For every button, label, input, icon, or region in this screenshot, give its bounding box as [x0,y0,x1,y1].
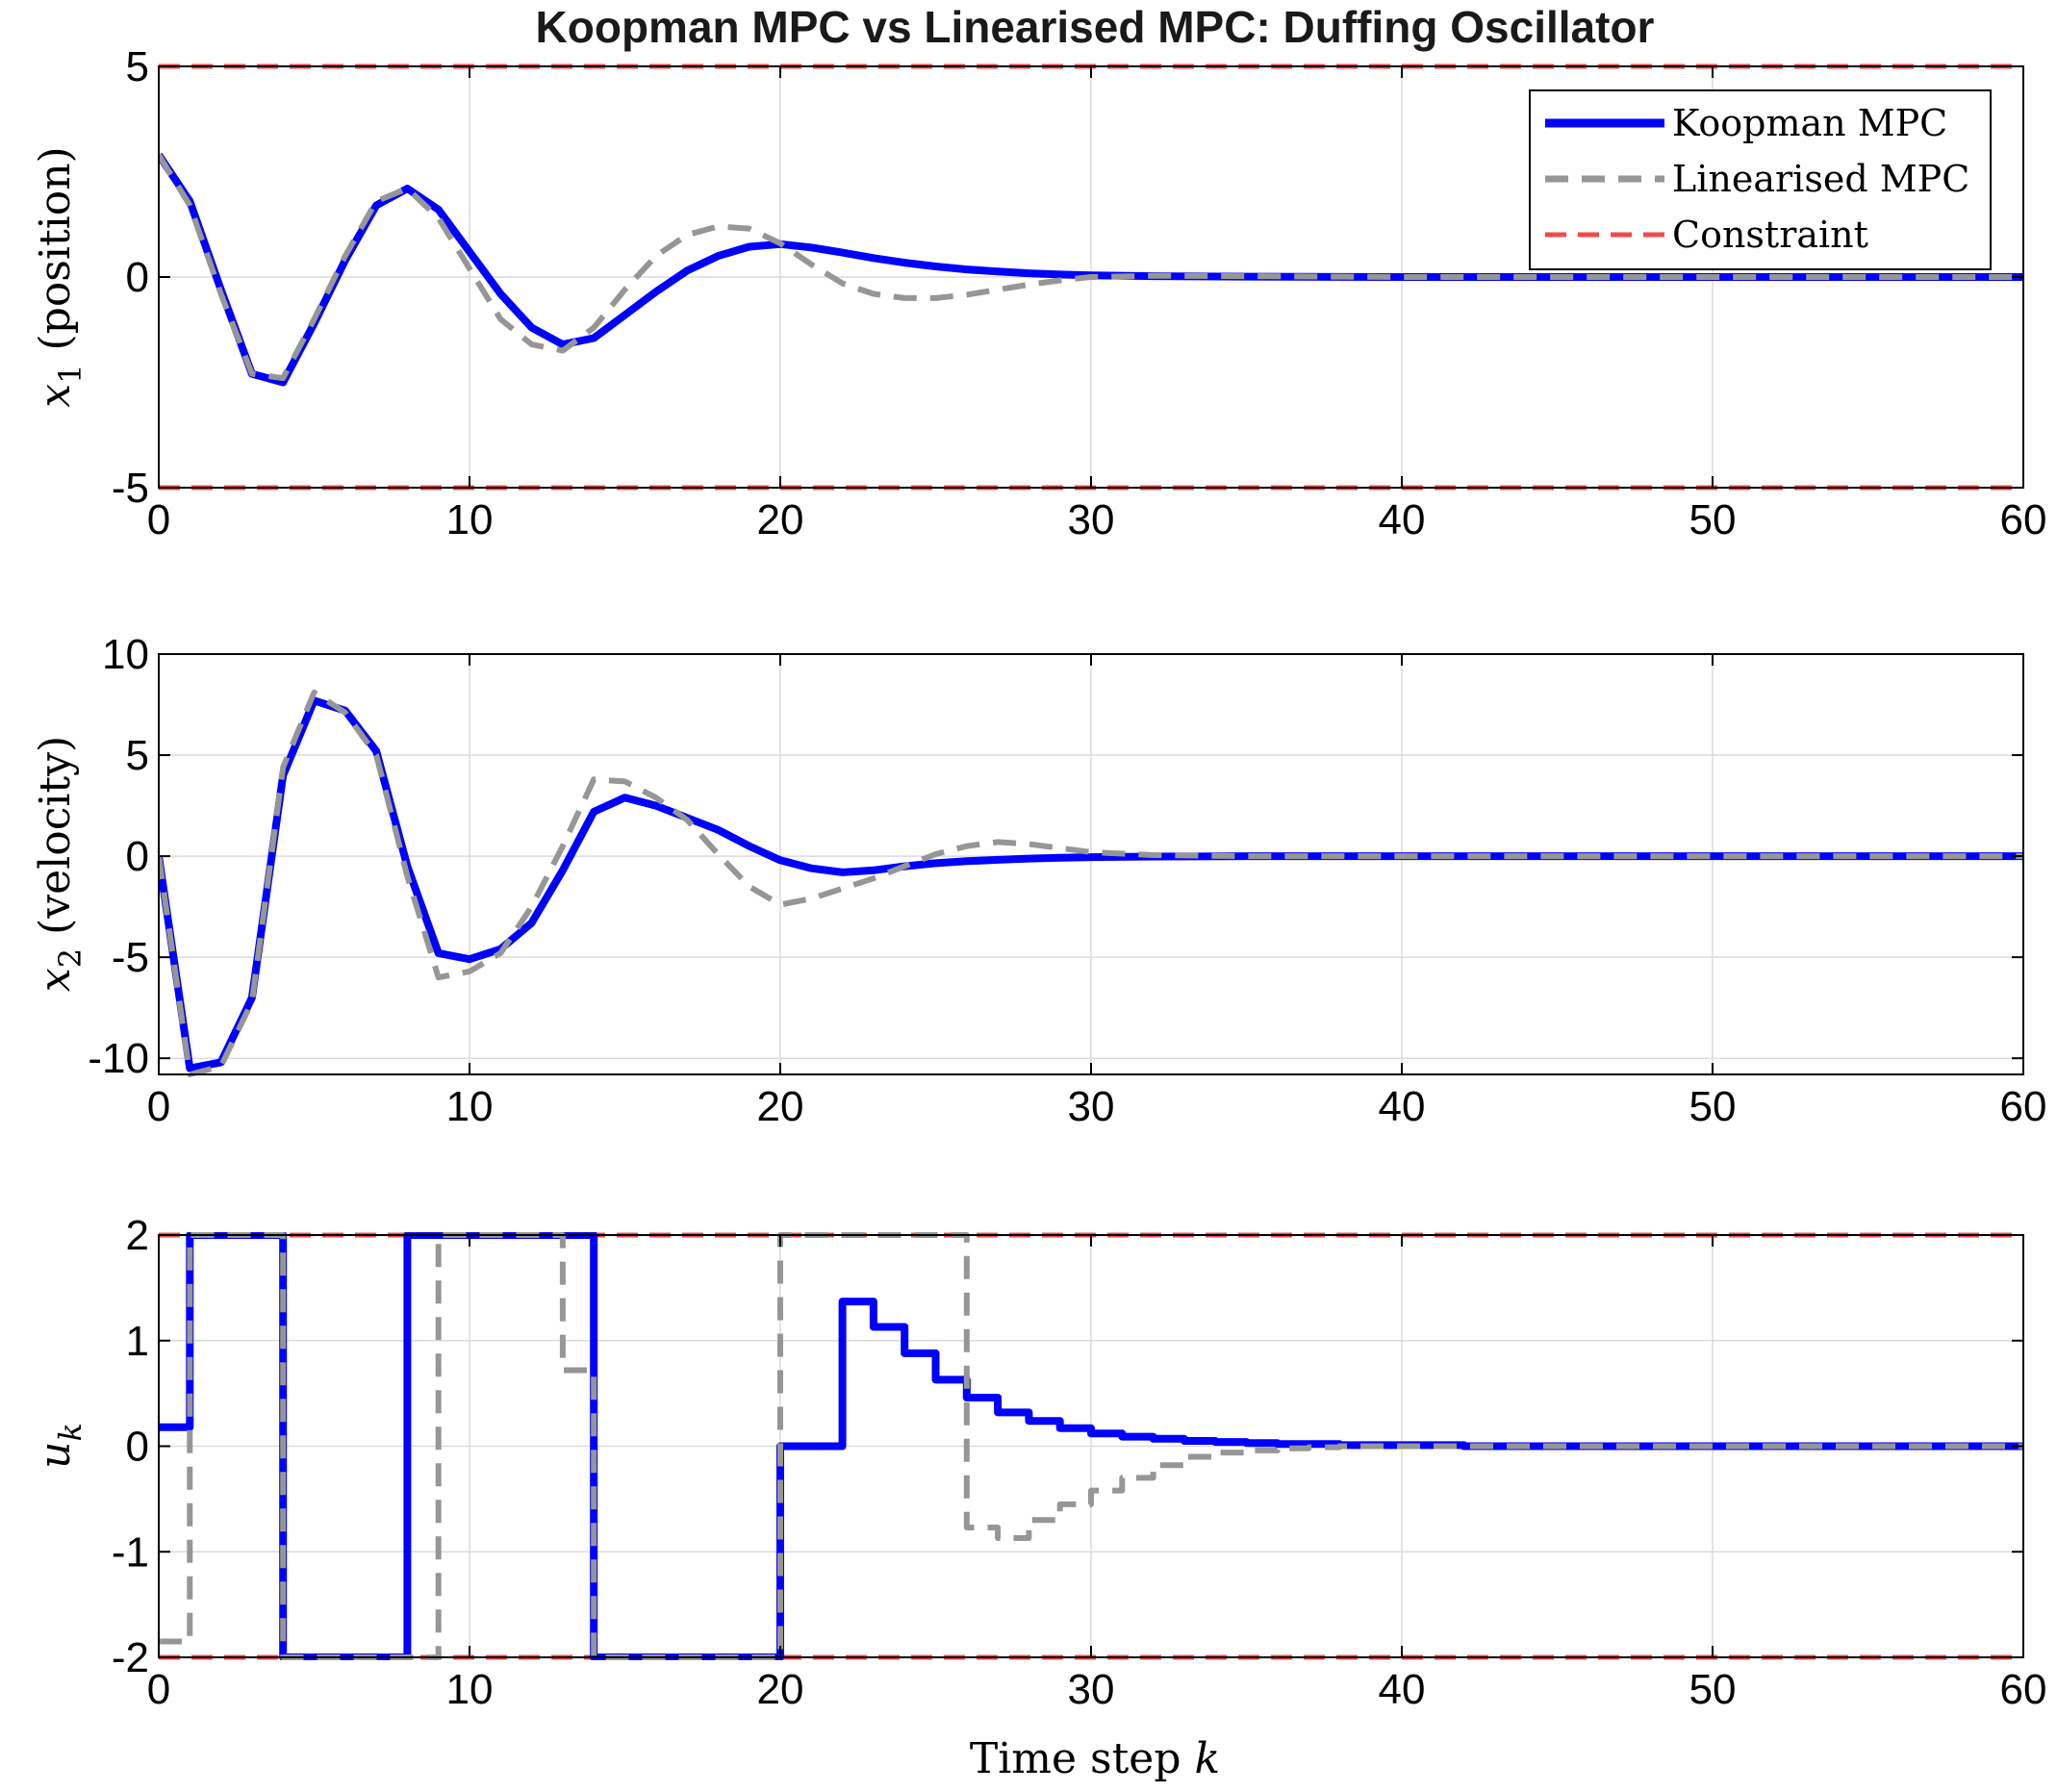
x-tick-label: 50 [1689,1666,1737,1713]
x-tick-label: 20 [757,1666,804,1713]
x-tick-label: 10 [446,1083,494,1130]
y-tick-label: -2 [112,1634,149,1681]
x-tick-label: 60 [2000,496,2047,543]
y-tick-label: 5 [126,43,149,90]
y-axis-label: uk [31,1423,89,1469]
x-tick-label: 50 [1689,1083,1737,1130]
series-linearised-mpc [159,1232,2023,1660]
y-axis-label: x2 (velocity) [31,736,89,992]
y-tick-label: 0 [126,1424,149,1471]
x-tick-label: 0 [147,496,170,543]
subplot-velocity: 0 10 20 30 40 50 60 -10 -5 0 5 10 [88,631,2046,1130]
y-tick-label: 0 [126,833,149,880]
legend-label: Koopman MPC [1672,102,1947,144]
series-linearised-mpc [159,153,2023,382]
x-tick-label: 40 [1379,496,1426,543]
x-tick-label: 30 [1068,496,1115,543]
y-tick-label: 5 [126,732,149,779]
series-linearised-mpc [159,689,2023,1077]
y-tick-label: 10 [102,631,149,678]
y-tick-label: -5 [112,934,149,981]
y-axis-label-var: u [31,1442,80,1469]
legend-label: Constraint [1672,214,1868,256]
y-tick-label: 0 [126,254,149,301]
y-axis-label-sub: k [52,1423,89,1441]
y-axis-label-text: (position) [31,146,80,350]
y-axis-label-text: (velocity) [31,736,80,935]
x-tick-label: 0 [147,1666,170,1713]
x-tick-label: 0 [147,1083,170,1130]
chart-title: Koopman MPC vs Linearised MPC: Duffing O… [536,2,1655,52]
y-tick-label: -10 [88,1035,149,1082]
x-tick-label: 40 [1379,1666,1426,1713]
y-axis-label-var: x [31,968,80,992]
x-tick-label: 10 [446,1666,494,1713]
x-tick-label: 30 [1068,1083,1115,1130]
subplot-position: 0 10 20 30 40 50 60-505 [112,43,2047,543]
x-tick-label: 10 [446,496,494,543]
y-axis-labels: x1(position)x2(velocity)uk [31,146,89,1469]
x-tick-label: 20 [757,496,804,543]
x-tick-label: 40 [1379,1083,1426,1130]
y-axis-label-var: x [31,384,80,408]
y-axis-label: x1 (position) [31,146,89,407]
x-tick-label: 60 [2000,1083,2047,1130]
y-tick-label: 2 [126,1212,149,1259]
x-tick-label: 30 [1068,1666,1115,1713]
subplot-control: 0 10 20 30 40 50 60 -2 -1 0 1 2 [112,1212,2047,1713]
legend-label: Linearised MPC [1672,158,1969,200]
x-tick-label: 50 [1689,496,1737,543]
y-tick-label: -1 [112,1528,149,1576]
y-axis-label-sub: 1 [52,365,89,384]
y-axis-label-sub: 2 [52,948,89,968]
y-tick-label: 1 [126,1318,149,1365]
y-tick-label: -5 [112,465,149,512]
legend: Koopman MPC Linearised MPC Constraint [1529,89,1992,270]
x-tick-label: 60 [2000,1666,2047,1713]
x-tick-label: 20 [757,1083,804,1130]
x-axis-label: Time step k [970,1734,1220,1783]
